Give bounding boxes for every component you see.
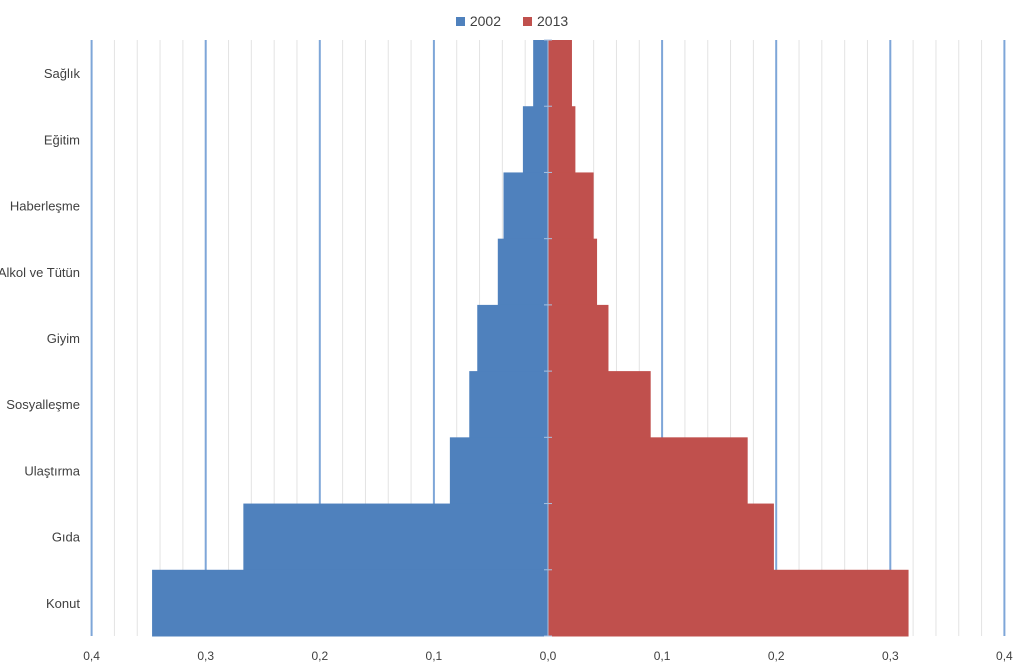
category-label: Haberleşme xyxy=(10,199,80,214)
bar-2013-7 xyxy=(548,503,774,571)
bar-2002-0 xyxy=(533,40,548,107)
bar-2013-4 xyxy=(548,304,609,372)
bar-2002-4 xyxy=(477,304,548,372)
bar-2002-1 xyxy=(522,106,548,173)
bar-2013-0 xyxy=(548,40,572,107)
bar-2013-5 xyxy=(548,371,651,438)
category-label: Sosyalleşme xyxy=(6,397,80,412)
x-tick-label: 0,3 xyxy=(197,649,214,663)
bar-2013-3 xyxy=(548,238,598,306)
category-label: Gıda xyxy=(52,530,81,545)
bar-2002-6 xyxy=(449,437,548,505)
bar-2013-6 xyxy=(548,437,748,505)
category-label: Sağlık xyxy=(44,66,81,81)
x-tick-label: 0,0 xyxy=(540,649,557,663)
x-tick-label: 0,3 xyxy=(882,649,899,663)
bar-2002-7 xyxy=(243,503,548,571)
legend-item-2002: 2002 xyxy=(455,11,501,31)
bar-2013-1 xyxy=(548,106,576,173)
x-tick-label: 0,4 xyxy=(83,649,100,663)
category-label: Alkol ve Tütün xyxy=(0,265,80,280)
legend-label-2002: 2002 xyxy=(469,13,501,29)
bar-2013-8 xyxy=(548,569,909,637)
legend-swatch-2002 xyxy=(455,16,465,26)
category-label: Giyim xyxy=(47,331,80,346)
x-tick-label: 0,2 xyxy=(768,649,785,663)
bar-2002-5 xyxy=(469,371,548,438)
legend-swatch-2013 xyxy=(523,16,532,26)
bar-2013-2 xyxy=(548,172,594,240)
legend-item-2013: 2013 xyxy=(523,11,568,31)
legend-label-2013: 2013 xyxy=(537,13,569,29)
category-label: Konut xyxy=(46,596,80,611)
x-tick-label: 0,4 xyxy=(996,649,1013,663)
bar-2002-3 xyxy=(497,238,548,306)
bar-2002-8 xyxy=(152,569,548,637)
legend: 2002 2013 xyxy=(0,11,1024,31)
bar-2002-2 xyxy=(503,172,548,240)
x-tick-label: 0,1 xyxy=(426,649,443,663)
x-tick-label: 0,1 xyxy=(654,649,671,663)
x-tick-label: 0,2 xyxy=(311,649,328,663)
category-label: Eğitim xyxy=(44,132,80,147)
category-label: Ulaştırma xyxy=(24,463,80,478)
